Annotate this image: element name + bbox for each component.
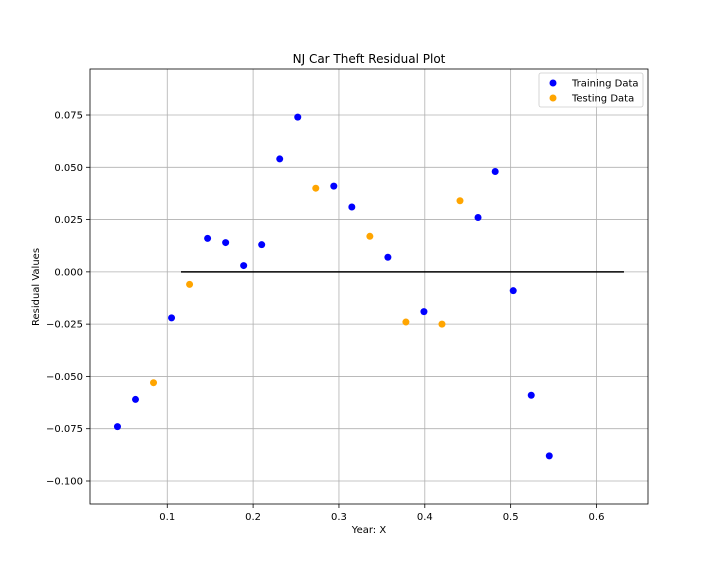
training-data-point [491,167,499,175]
plot-area [89,68,649,505]
training-data-point [294,113,302,121]
training-data-point [204,234,212,242]
y-tick-label: 0.050 [54,163,83,174]
x-tick-label: 0.6 [589,512,605,523]
x-axis-label: Year: X [351,525,387,536]
training-data-point [420,308,428,316]
training-data-point [545,452,553,460]
training-data-point [258,241,266,249]
training-data-point [527,391,535,399]
grid-lines [90,69,648,504]
y-tick-label: −0.050 [46,372,83,383]
testing-data-point [366,232,374,240]
training-data-point [222,239,230,247]
training-data-point [168,314,176,322]
legend: Training Data Testing Data [538,72,644,108]
training-data-point [131,395,139,403]
y-tick-label: 0.075 [54,111,83,122]
y-tick-label: −0.100 [46,476,83,487]
training-data-point [384,253,392,261]
x-tick-label: 0.3 [331,512,347,523]
training-data-point [276,155,284,163]
testing-data-point [150,379,158,387]
legend-box [538,72,644,108]
training-data-point [113,423,121,431]
y-axis-ticks: 0.075 0.050 0.025 0.000 −0.025 −0.050 −0.075 −0… [46,111,90,487]
training-data-point [474,213,482,221]
testing-data-point [402,318,410,326]
x-tick-label: 0.5 [503,512,519,523]
y-tick-label: 0.025 [54,215,83,226]
data-points [113,113,553,460]
plot-frame [89,68,649,505]
chart-title: NJ Car Theft Residual Plot [293,52,446,66]
training-data-point [348,203,356,211]
legend-marker-testing-data [549,94,557,102]
legend-label-training-data: Training Data [571,79,639,90]
training-data-point [509,287,517,295]
training-data-point [330,182,338,190]
training-data-point [240,262,248,270]
legend-marker-training-data [549,79,557,87]
testing-data-point [456,197,464,205]
testing-data-point [438,320,446,328]
x-tick-label: 0.1 [159,512,175,523]
y-tick-label: −0.025 [46,320,83,331]
legend-label-testing-data: Testing Data [571,94,634,105]
y-axis-label: Residual Values [31,248,42,326]
testing-data-point [312,184,320,192]
x-tick-label: 0.4 [417,512,433,523]
testing-data-point [186,280,194,288]
y-tick-label: 0.000 [54,267,83,278]
x-axis-ticks: 0.1 0.2 0.3 0.4 0.5 0.6 [159,504,604,523]
y-tick-label: −0.075 [46,424,83,435]
x-tick-label: 0.2 [245,512,261,523]
